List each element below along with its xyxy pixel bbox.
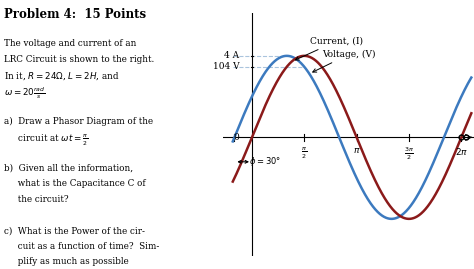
Text: the circuit?: the circuit? (4, 195, 69, 204)
Text: The voltage and current of an: The voltage and current of an (4, 39, 137, 48)
Text: $\pi$: $\pi$ (353, 146, 360, 154)
Text: $\frac{3\pi}{2}$: $\frac{3\pi}{2}$ (404, 146, 414, 162)
Text: $2\pi$: $2\pi$ (455, 146, 468, 157)
Text: 104 V: 104 V (213, 62, 239, 71)
Text: 0: 0 (234, 133, 239, 142)
Text: LRC Circuit is shown to the right.: LRC Circuit is shown to the right. (4, 55, 155, 63)
Text: In it, $R = 24\Omega$, $L = 2H$, and: In it, $R = 24\Omega$, $L = 2H$, and (4, 70, 120, 82)
Text: what is the Capacitance C of: what is the Capacitance C of (4, 179, 146, 188)
Text: Current, (I): Current, (I) (295, 37, 363, 60)
Text: circuit at $\omega t = \frac{\pi}{2}$: circuit at $\omega t = \frac{\pi}{2}$ (4, 133, 89, 148)
Text: plify as much as possible: plify as much as possible (4, 257, 129, 266)
Text: $\phi = 30°$: $\phi = 30°$ (244, 155, 282, 168)
Text: a)  Draw a Phasor Diagram of the: a) Draw a Phasor Diagram of the (4, 117, 154, 126)
Text: $\frac{\pi}{2}$: $\frac{\pi}{2}$ (301, 146, 307, 161)
Text: cuit as a function of time?  Sim-: cuit as a function of time? Sim- (4, 242, 160, 251)
Text: Voltage, (V): Voltage, (V) (313, 50, 376, 72)
Text: b)  Given all the information,: b) Given all the information, (4, 164, 134, 173)
Text: 4 A: 4 A (224, 51, 239, 60)
Text: c)  What is the Power of the cir-: c) What is the Power of the cir- (4, 226, 146, 235)
Text: Problem 4:  15 Points: Problem 4: 15 Points (4, 8, 146, 21)
Text: $\omega = 20\frac{rad}{s}$: $\omega = 20\frac{rad}{s}$ (4, 86, 46, 101)
